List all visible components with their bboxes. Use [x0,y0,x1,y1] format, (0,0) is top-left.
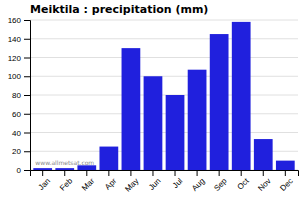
y-tick: 60 [12,110,30,119]
x-tick-label: Dec [278,177,294,193]
bar [77,165,96,170]
grid-line [30,38,298,39]
x-tick-mark [42,170,43,176]
y-tick-mark [24,58,30,59]
x-tick-mark [152,170,153,176]
y-tick-label: 120 [8,54,22,63]
bars [33,22,294,170]
x-tick-label: Jun [147,177,162,192]
y-tick: 100 [8,72,30,81]
x-tick-label: Sep [212,176,229,193]
title: Meiktila : precipitation (mm) [30,3,208,16]
x-tick: Dec [278,170,294,193]
y-tick-mark [24,114,30,115]
y-tick-label: 80 [12,91,21,100]
grid-line [30,76,298,77]
x-tick: Nov [256,170,272,193]
bar [210,34,229,170]
x-tick: Jan [37,170,52,192]
bar [232,22,251,170]
y-tick-label: 40 [12,129,21,138]
x-axis-line [31,171,299,177]
bar [99,147,118,170]
bar [276,161,295,170]
y-tick-mark [24,170,30,171]
y-tick-label: 100 [8,72,22,81]
x-tick: Jul [171,170,185,190]
y-tick: 120 [8,54,30,63]
y-tick-mark [24,95,30,96]
x-tick-mark [263,170,264,176]
bar [144,76,163,170]
y-tick-mark [24,20,30,21]
bar [55,168,74,170]
x-tick: Oct [236,170,252,192]
x-tick-mark [285,170,286,176]
x-tick-mark [241,170,242,176]
x-axis: Jan Feb Mar Apr May Jun Jul Aug Sep OctNov Dec [31,170,299,194]
y-axis-line [24,21,31,171]
x-tick-label: May [123,177,140,194]
chart: 020406080100120140160JanFebMarAprMayJunJ… [0,0,306,200]
x-tick: Sep [212,170,229,193]
x-tick-mark [64,170,65,176]
x-tick-mark [108,170,109,176]
x-tick-label: Aug [190,177,206,193]
y-tick: 40 [12,129,30,138]
annotation: www.allmetsat.com [35,159,94,166]
x-tick: Aug [190,170,206,193]
grid-line [30,113,298,114]
bar [254,139,273,170]
bar [166,95,185,170]
y-tick-label: 60 [12,110,21,119]
x-tick: May [123,170,140,194]
bar [188,70,207,170]
x-tick-mark [130,170,131,176]
x-tick-label: Nov [256,177,272,193]
x-tick-label: Jul [171,176,185,190]
x-tick-mark [86,170,87,176]
x-tick: Jun [147,170,162,192]
y-tick: 80 [12,91,30,100]
x-tick-label: Mar [80,176,96,192]
y-tick-label: 0 [17,166,22,175]
y-tick: 20 [12,147,30,156]
y-tick: 160 [8,16,30,25]
x-tick-label: Jan [37,177,52,192]
y-tick-mark [24,133,30,134]
y-tick: 140 [8,35,30,44]
y-tick-mark [24,76,30,77]
grid-line [30,132,298,133]
x-tick-label: Apr [103,176,118,191]
x-tick-mark [197,170,198,176]
y-tick-label: 140 [8,35,22,44]
plot: 020406080100120140160JanFebMarAprMayJunJ… [8,16,299,194]
bar [33,168,52,170]
grid-line [30,20,298,21]
y-tick: 0 [17,166,30,175]
y-tick-label: 20 [12,147,21,156]
x-tick: Feb [58,170,75,193]
x-tick: Apr [103,170,118,192]
grid [30,20,298,170]
y-tick-mark [24,151,30,152]
x-tick: Mar [80,170,96,193]
x-tick-mark [219,170,220,176]
y-tick-label: 160 [8,16,22,25]
x-tick-label: Oct [236,176,252,192]
grid-line [30,95,298,96]
y-axis: 0 20 40 60 80 100 120 140 160 [8,16,31,175]
x-tick-mark [175,170,176,176]
y-tick-mark [24,39,30,40]
x-tick-label: Feb [58,176,75,193]
bar [122,48,141,170]
grid-line [30,57,298,58]
